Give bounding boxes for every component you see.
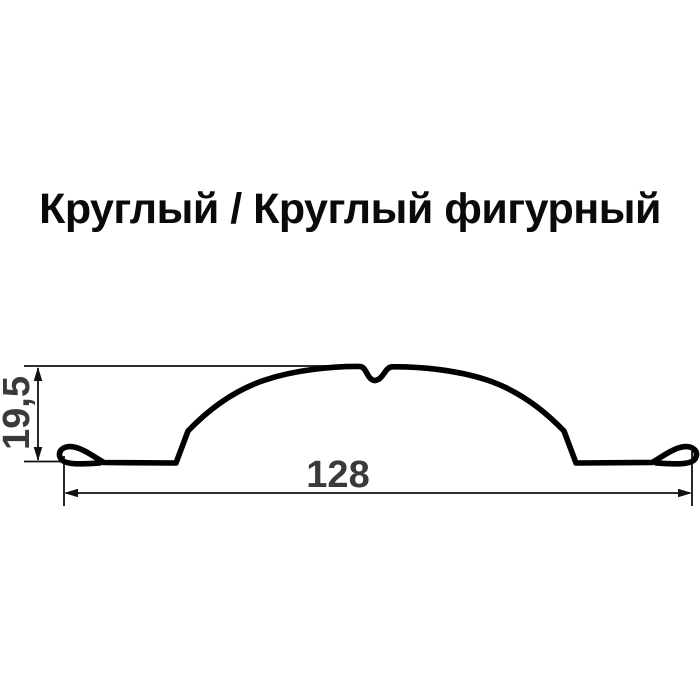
arrow-down-icon: [33, 447, 43, 461]
page-title: Круглый / Круглый фигурный: [39, 185, 661, 233]
dimension-arrowheads: [33, 367, 692, 498]
profile-outline: [56, 363, 700, 467]
width-dimension-label: 128: [306, 454, 369, 496]
height-dimension-label: 19,5: [0, 376, 38, 450]
arrow-left-icon: [64, 488, 78, 498]
dimension-labels: 19,5 128: [0, 376, 370, 496]
arrow-right-icon: [678, 488, 692, 498]
dimension-lines: [24, 365, 693, 506]
arrow-up-icon: [33, 367, 43, 381]
